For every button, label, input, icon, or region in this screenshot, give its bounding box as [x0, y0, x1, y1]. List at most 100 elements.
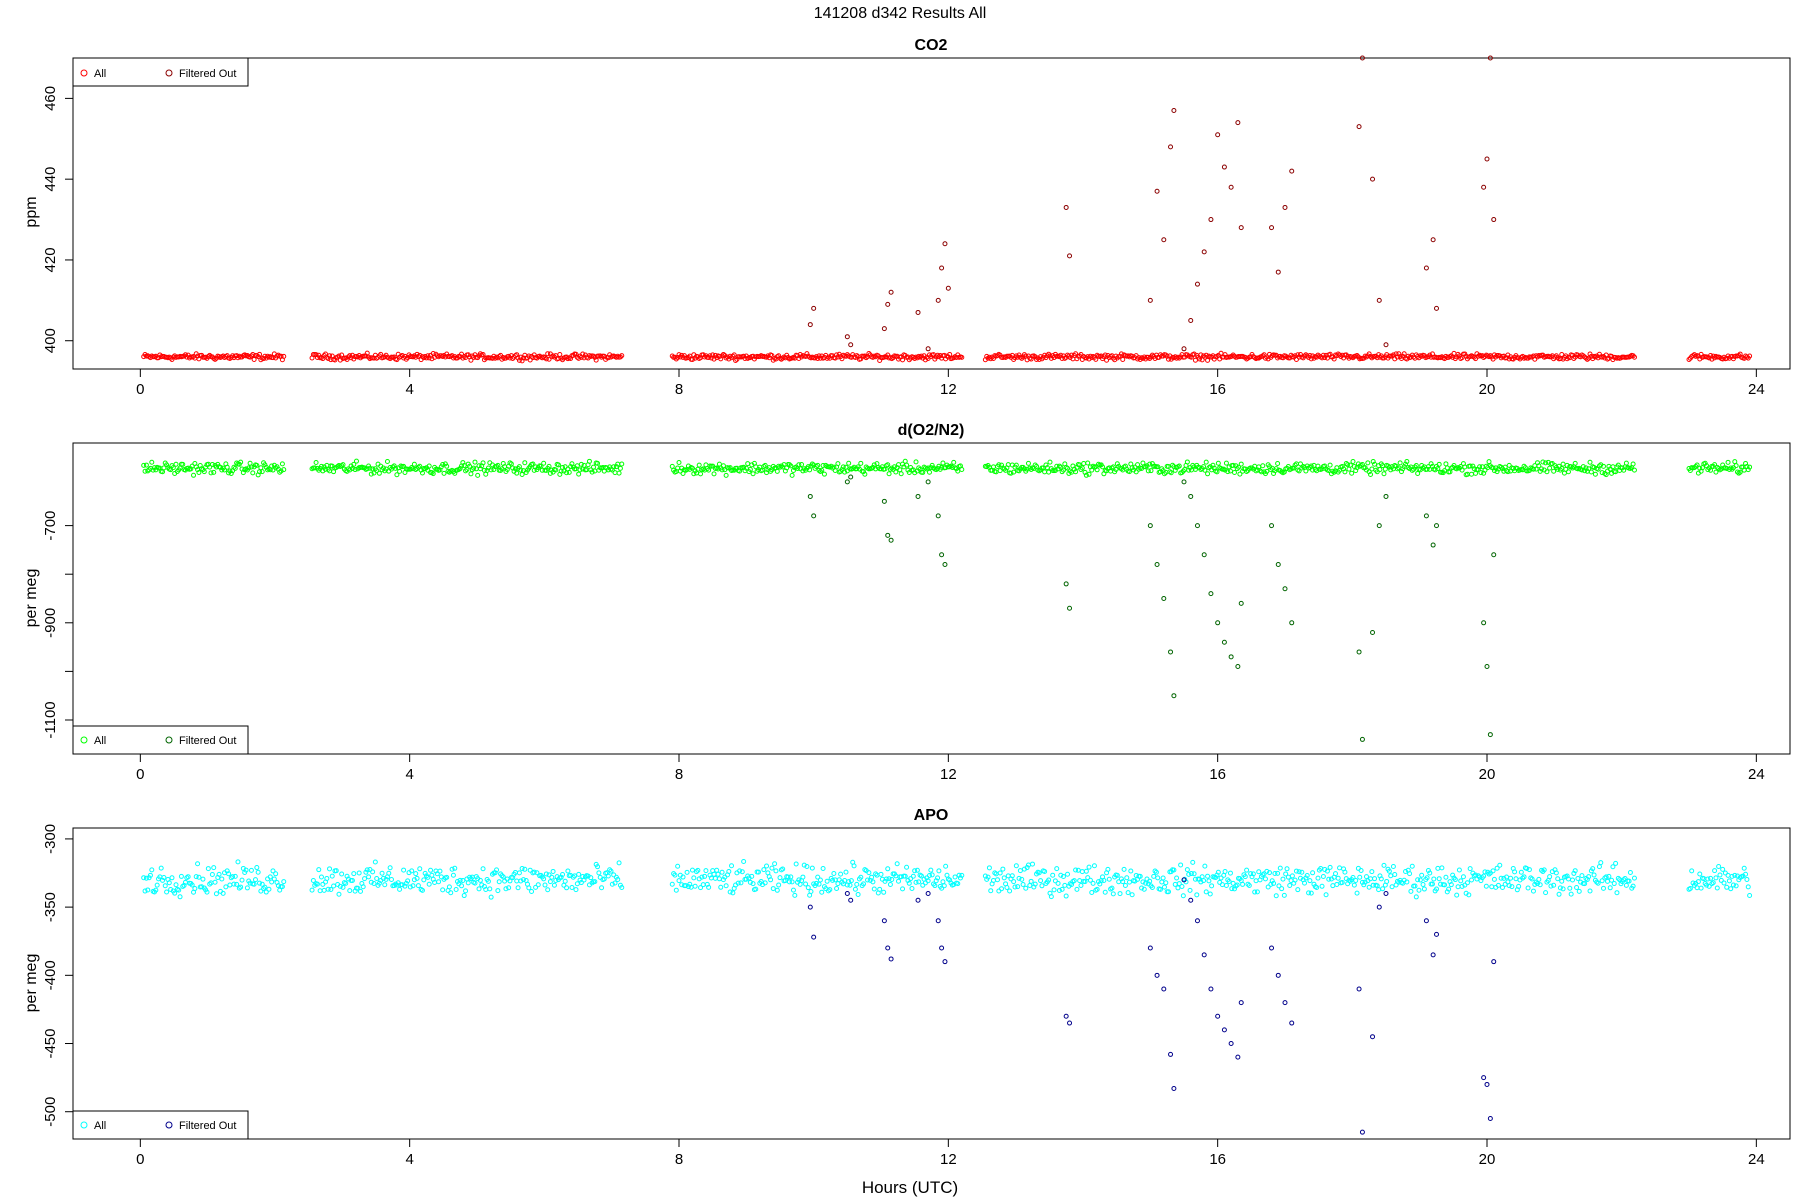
- data-point-all: [1424, 466, 1430, 472]
- data-point-all: [1551, 882, 1557, 888]
- data-point-all: [956, 872, 962, 878]
- data-point-all: [1710, 880, 1716, 886]
- data-point-all: [1016, 875, 1022, 881]
- data-point-all: [750, 471, 756, 477]
- data-point-all: [271, 876, 277, 882]
- data-point-all: [1611, 881, 1617, 887]
- data-point-all: [846, 460, 852, 466]
- data-point-all: [1030, 861, 1035, 867]
- data-point-all: [860, 881, 866, 887]
- data-point-filtered: [1201, 249, 1207, 255]
- data-point-filtered: [915, 309, 921, 315]
- data-point-all: [488, 467, 494, 473]
- data-point-all: [870, 879, 876, 885]
- data-point-all: [729, 863, 735, 869]
- data-point-all: [1232, 470, 1237, 476]
- data-point-filtered: [1154, 561, 1160, 567]
- data-point-all: [258, 888, 264, 894]
- data-point-all: [1297, 351, 1303, 357]
- data-point-all: [1137, 873, 1143, 879]
- data-point-all: [480, 352, 486, 358]
- data-point-all: [1311, 881, 1317, 887]
- data-point-all: [803, 881, 809, 887]
- data-point-all: [185, 874, 191, 880]
- data-point-filtered: [1147, 523, 1153, 529]
- data-point-all: [1271, 471, 1277, 477]
- data-point-all: [1008, 470, 1014, 476]
- data-point-all: [1172, 467, 1178, 473]
- data-point-all: [1521, 463, 1527, 469]
- data-point-all: [910, 873, 916, 879]
- data-point-all: [263, 889, 269, 895]
- data-point-all: [529, 889, 535, 895]
- data-point-all: [531, 352, 537, 358]
- data-point-filtered: [1383, 493, 1389, 499]
- data-point-all: [1009, 873, 1015, 879]
- data-point-filtered: [811, 305, 817, 311]
- data-point-all: [761, 867, 767, 873]
- data-point-all: [519, 866, 525, 872]
- x-tick-label: 8: [675, 766, 683, 783]
- data-point-all: [1424, 875, 1430, 881]
- data-point-filtered: [1484, 156, 1490, 162]
- data-point-all: [1308, 463, 1314, 469]
- data-point-filtered: [1289, 168, 1295, 174]
- data-point-all: [1623, 882, 1629, 888]
- data-point-all: [1744, 876, 1750, 882]
- data-point-all: [1370, 459, 1376, 465]
- data-point-all: [941, 883, 947, 889]
- data-point-all: [397, 886, 403, 892]
- data-point-all: [815, 462, 821, 468]
- data-point-all: [1582, 881, 1588, 887]
- data-point-all: [1102, 352, 1108, 358]
- data-point-all: [494, 867, 500, 873]
- data-point-filtered: [1423, 265, 1429, 271]
- data-point-all: [195, 861, 201, 867]
- data-point-all: [366, 874, 372, 880]
- data-point-filtered: [1161, 986, 1167, 992]
- data-point-all: [364, 867, 370, 873]
- data-point-all: [1303, 875, 1309, 881]
- data-point-all: [1378, 876, 1384, 882]
- data-point-all: [1524, 865, 1530, 871]
- legend-marker-filtered-apo: [165, 1121, 173, 1129]
- data-point-all: [762, 880, 768, 886]
- data-point-all: [1083, 472, 1089, 478]
- data-point-all: [1706, 355, 1712, 361]
- data-point-filtered: [1235, 1054, 1241, 1060]
- data-point-all: [422, 870, 428, 876]
- data-point-all: [1372, 876, 1378, 882]
- data-point-all: [1203, 889, 1209, 895]
- data-point-all: [340, 462, 346, 468]
- x-tick-label: 4: [405, 1151, 413, 1168]
- data-point-all: [1526, 867, 1532, 873]
- data-point-all: [720, 463, 726, 469]
- data-point-all: [1186, 871, 1192, 877]
- data-point-all: [1028, 878, 1034, 884]
- data-point-all: [699, 874, 705, 880]
- data-point-all: [220, 890, 226, 896]
- data-point-filtered: [1221, 639, 1227, 645]
- data-point-filtered: [1282, 586, 1288, 592]
- data-point-filtered: [1161, 596, 1167, 601]
- data-point-all: [232, 465, 238, 471]
- data-point-all: [1234, 466, 1240, 472]
- data-point-all: [1038, 878, 1044, 884]
- data-point-all: [925, 465, 931, 471]
- plot-area-apo: 0 4 8 12 16 20 24 -500 -450 -400 -350 -300: [42, 824, 1765, 1168]
- data-point-all: [731, 352, 737, 358]
- data-point-all: [328, 887, 334, 893]
- data-point-all: [1495, 882, 1501, 888]
- data-point-all: [1250, 871, 1256, 877]
- data-point-all: [1198, 879, 1204, 885]
- data-point-all: [1560, 461, 1566, 467]
- data-point-all: [1600, 463, 1606, 469]
- data-point-all: [413, 871, 419, 877]
- data-point-all: [1042, 869, 1048, 875]
- data-point-all: [1205, 471, 1211, 477]
- data-point-all: [1547, 874, 1553, 880]
- data-point-all: [405, 878, 411, 884]
- data-point-all: [1568, 464, 1574, 470]
- data-point-all: [1725, 459, 1731, 465]
- data-point-all: [574, 881, 580, 887]
